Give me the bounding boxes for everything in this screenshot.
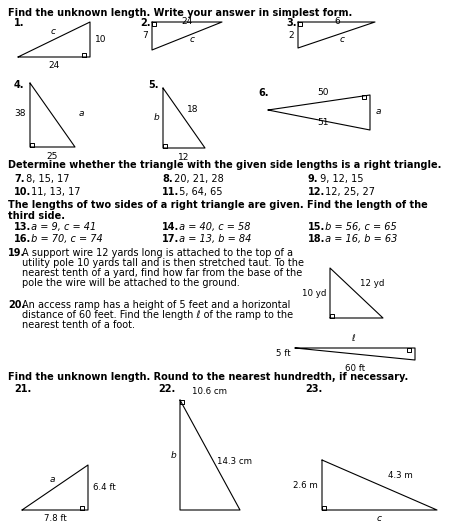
Text: 2.: 2. [140,18,150,28]
Text: A support wire 12 yards long is attached to the top of a: A support wire 12 yards long is attached… [22,248,293,258]
Text: 5, 64, 65: 5, 64, 65 [175,187,222,197]
Text: 15.: 15. [308,222,325,232]
Text: 7: 7 [142,31,148,41]
Text: Find the unknown length. Round to the nearest hundredth, if necessary.: Find the unknown length. Round to the ne… [8,372,408,382]
Text: a = 16, b = 63: a = 16, b = 63 [322,234,397,244]
Text: a: a [79,109,85,117]
Text: 10 yd: 10 yd [302,289,326,298]
Text: 14.3 cm: 14.3 cm [217,457,252,467]
Text: 60 ft: 60 ft [345,364,365,373]
Text: Find the unknown length. Write your answer in simplest form.: Find the unknown length. Write your answ… [8,8,352,18]
Text: a = 13, b = 84: a = 13, b = 84 [175,234,251,244]
Text: c: c [340,34,345,43]
Text: 10.: 10. [14,187,31,197]
Text: a: a [376,108,382,116]
Text: c: c [51,28,55,37]
Text: b: b [153,113,159,123]
Text: 16.: 16. [14,234,31,244]
Text: 9, 12, 15: 9, 12, 15 [318,174,364,184]
Text: 14.: 14. [162,222,179,232]
Text: 12, 25, 27: 12, 25, 27 [322,187,375,197]
Text: 17.: 17. [162,234,179,244]
Text: 23.: 23. [305,384,322,394]
Text: c: c [190,35,195,44]
Text: 2.6 m: 2.6 m [293,480,318,490]
Text: An access ramp has a height of 5 feet and a horizontal: An access ramp has a height of 5 feet an… [22,300,290,310]
Text: 22.: 22. [158,384,175,394]
Text: 4.3 m: 4.3 m [388,471,413,480]
Text: 3.: 3. [286,18,297,28]
Text: ℓ: ℓ [351,334,355,343]
Text: 20, 21, 28: 20, 21, 28 [171,174,224,184]
Text: 20.: 20. [8,300,25,310]
Text: 10.6 cm: 10.6 cm [192,387,228,396]
Text: a: a [49,476,55,484]
Text: 2: 2 [288,30,294,40]
Text: 6.: 6. [258,88,269,98]
Text: utility pole 10 yards tall and is then stretched taut. To the: utility pole 10 yards tall and is then s… [22,258,304,268]
Text: b: b [170,450,176,459]
Text: distance of 60 feet. Find the length ℓ of the ramp to the: distance of 60 feet. Find the length ℓ o… [22,310,293,320]
Text: 12 yd: 12 yd [360,279,384,289]
Text: 24: 24 [48,61,59,70]
Text: 10: 10 [95,34,106,43]
Text: 5 ft: 5 ft [276,350,291,359]
Text: 25: 25 [46,152,58,161]
Text: 24: 24 [181,17,192,26]
Text: 21.: 21. [14,384,31,394]
Text: 7.: 7. [14,174,25,184]
Text: nearest tenth of a yard, find how far from the base of the: nearest tenth of a yard, find how far fr… [22,268,302,278]
Text: 4.: 4. [14,80,25,90]
Text: 8.: 8. [162,174,173,184]
Text: 8, 15, 17: 8, 15, 17 [23,174,70,184]
Text: third side.: third side. [8,211,65,221]
Text: b = 70, c = 74: b = 70, c = 74 [27,234,102,244]
Text: 11.: 11. [162,187,179,197]
Text: a = 9, c = 41: a = 9, c = 41 [27,222,96,232]
Text: 12.: 12. [308,187,325,197]
Text: 11, 13, 17: 11, 13, 17 [27,187,80,197]
Text: c: c [377,514,382,522]
Text: 18: 18 [187,105,198,114]
Text: 7.8 ft: 7.8 ft [43,514,66,522]
Text: 38: 38 [15,109,26,117]
Text: 5.: 5. [148,80,159,90]
Text: 51: 51 [317,118,329,127]
Text: 12: 12 [178,153,190,162]
Text: 1.: 1. [14,18,25,28]
Text: 13.: 13. [14,222,31,232]
Text: Determine whether the triangle with the given side lengths is a right triangle.: Determine whether the triangle with the … [8,160,441,170]
Text: 6.4 ft: 6.4 ft [93,482,116,492]
Text: 19.: 19. [8,248,25,258]
Text: 6: 6 [334,17,340,26]
Text: 18.: 18. [308,234,325,244]
Text: pole the wire will be attached to the ground.: pole the wire will be attached to the gr… [22,278,240,288]
Text: b = 56, c = 65: b = 56, c = 65 [322,222,396,232]
Text: The lengths of two sides of a right triangle are given. Find the length of the: The lengths of two sides of a right tria… [8,200,428,210]
Text: nearest tenth of a foot.: nearest tenth of a foot. [22,320,135,330]
Text: a = 40, c = 58: a = 40, c = 58 [175,222,250,232]
Text: 50: 50 [317,88,329,97]
Text: 9.: 9. [308,174,319,184]
